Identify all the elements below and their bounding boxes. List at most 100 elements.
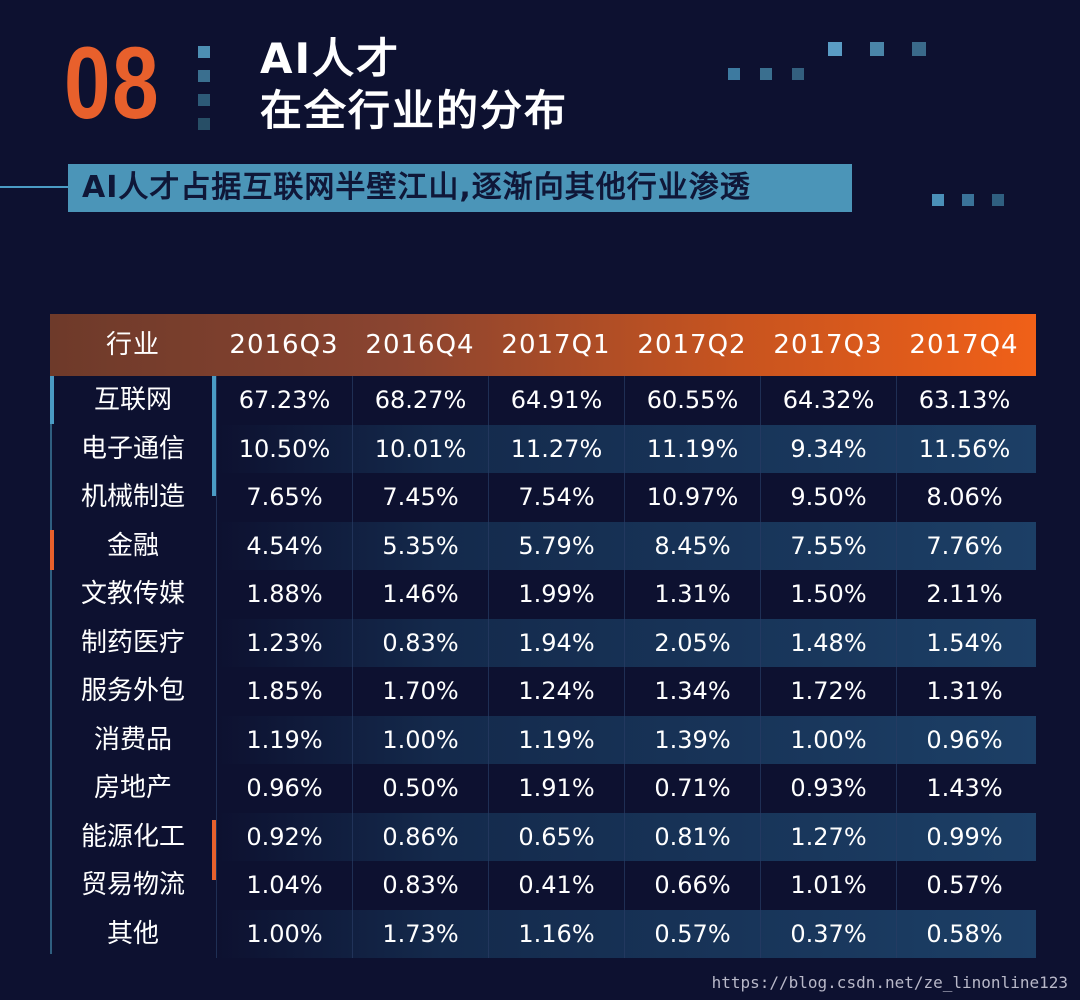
value-cell: 1.34% (624, 667, 760, 716)
table-row: 消费品 1.19% 1.00% 1.19% 1.39% 1.00% 0.96% (50, 715, 1036, 764)
table-body: 互联网 67.23% 68.27% 64.91% 60.55% 64.32% 63.13% 电… (50, 376, 1036, 958)
value-cell: 60.55% (624, 376, 760, 425)
value-cell: 1.23% (216, 618, 352, 667)
dot-icon (198, 118, 210, 130)
column-header: 2016Q3 (229, 330, 339, 360)
table-row: 制药医疗 1.23% 0.83% 1.94% 2.05% 1.48% 1.54% (50, 618, 1036, 667)
accent-bar (50, 704, 52, 954)
value-cell: 0.81% (624, 812, 760, 861)
table-row: 文教传媒 1.88% 1.46% 1.99% 1.31% 1.50% 2.11% (50, 570, 1036, 619)
table-row: 电子通信 10.50% 10.01% 11.27% 11.19% 9.34% 11.56% (50, 424, 1036, 473)
dot-icon (198, 70, 210, 82)
page-title-line2: 在全行业的分布 (260, 86, 569, 135)
value-cell: 1.54% (896, 618, 1032, 667)
industry-cell: 电子通信 (80, 433, 185, 464)
dot-icon (792, 68, 804, 80)
value-cell: 1.19% (216, 715, 352, 764)
value-cell: 1.24% (488, 667, 624, 716)
value-cell: 0.37% (760, 909, 896, 958)
dot-icon (198, 46, 210, 58)
value-cell: 7.76% (896, 521, 1032, 570)
industry-cell: 房地产 (93, 773, 172, 803)
value-cell: 0.96% (216, 764, 352, 813)
value-cell: 0.57% (624, 909, 760, 958)
value-cell: 1.31% (624, 570, 760, 619)
value-cell: 0.93% (760, 764, 896, 813)
column-header: 2017Q3 (773, 330, 883, 360)
value-cell: 1.27% (760, 812, 896, 861)
table-row: 贸易物流 1.04% 0.83% 0.41% 0.66% 1.01% 0.57% (50, 861, 1036, 910)
value-cell: 1.00% (216, 909, 352, 958)
accent-bar (50, 376, 54, 424)
value-cell: 1.88% (216, 570, 352, 619)
industry-cell: 能源化工 (80, 821, 185, 852)
industry-cell: 其他 (106, 918, 159, 949)
value-cell: 7.65% (216, 473, 352, 522)
value-cell: 0.66% (624, 861, 760, 910)
dot-icon (760, 68, 772, 80)
table-row: 金融 4.54% 5.35% 5.79% 8.45% 7.55% 7.76% (50, 521, 1036, 570)
column-header-industry: 行业 (105, 330, 160, 360)
value-cell: 1.91% (488, 764, 624, 813)
value-cell: 1.04% (216, 861, 352, 910)
subtitle-line (0, 186, 70, 188)
industry-cell: 文教传媒 (80, 579, 185, 609)
value-cell: 0.57% (896, 861, 1032, 910)
value-cell: 10.50% (216, 424, 352, 473)
dot-icon (728, 68, 740, 80)
value-cell: 68.27% (352, 376, 488, 425)
industry-cell: 制药医疗 (80, 627, 185, 658)
accent-bar (212, 376, 216, 496)
value-cell: 1.73% (352, 909, 488, 958)
table-header: 行业 2016Q3 2016Q4 2017Q1 2017Q2 2017Q3 20… (50, 314, 1036, 376)
value-cell: 1.19% (488, 715, 624, 764)
value-cell: 1.94% (488, 618, 624, 667)
column-header: 2017Q4 (909, 330, 1019, 360)
value-cell: 1.72% (760, 667, 896, 716)
value-cell: 9.34% (760, 424, 896, 473)
value-cell: 5.35% (352, 521, 488, 570)
value-cell: 1.50% (760, 570, 896, 619)
value-cell: 1.43% (896, 764, 1032, 813)
value-cell: 10.97% (624, 473, 760, 522)
industry-cell: 机械制造 (80, 482, 185, 512)
table-row: 其他 1.00% 1.73% 1.16% 0.57% 0.37% 0.58% (50, 909, 1036, 958)
table-row: 房地产 0.96% 0.50% 1.91% 0.71% 0.93% 1.43% (50, 764, 1036, 813)
value-cell: 0.96% (896, 715, 1032, 764)
column-header: 2016Q4 (365, 330, 475, 360)
value-cell: 1.01% (760, 861, 896, 910)
value-cell: 1.70% (352, 667, 488, 716)
table-row: 服务外包 1.85% 1.70% 1.24% 1.34% 1.72% 1.31% (50, 667, 1036, 716)
dot-icon (932, 194, 944, 206)
decorative-dots-vertical (198, 46, 210, 142)
industry-cell: 消费品 (93, 724, 172, 755)
value-cell: 1.48% (760, 618, 896, 667)
value-cell: 7.45% (352, 473, 488, 522)
column-header: 2017Q2 (637, 330, 747, 360)
page-title-line1: AI人才 (260, 34, 401, 83)
subtitle-banner: AI人才占据互联网半壁江山,逐渐向其他行业渗透 (68, 164, 852, 212)
industry-distribution-table: 行业 2016Q3 2016Q4 2017Q1 2017Q2 2017Q3 20… (50, 314, 1036, 958)
dot-icon (870, 42, 884, 56)
value-cell: 0.86% (352, 812, 488, 861)
industry-cell: 金融 (106, 530, 159, 561)
value-cell: 2.11% (896, 570, 1032, 619)
value-cell: 1.31% (896, 667, 1032, 716)
value-cell: 11.27% (488, 424, 624, 473)
industry-cell: 服务外包 (80, 676, 185, 706)
value-cell: 8.45% (624, 521, 760, 570)
value-cell: 64.91% (488, 376, 624, 425)
watermark: https://blog.csdn.net/ze_linonline123 (711, 973, 1068, 992)
value-cell: 7.54% (488, 473, 624, 522)
industry-cell: 贸易物流 (80, 870, 185, 900)
value-cell: 5.79% (488, 521, 624, 570)
accent-bar (212, 820, 216, 880)
value-cell: 63.13% (896, 376, 1032, 425)
dot-icon (912, 42, 926, 56)
section-number: 08 (64, 26, 161, 140)
dot-icon (828, 42, 842, 56)
value-cell: 0.83% (352, 618, 488, 667)
value-cell: 0.83% (352, 861, 488, 910)
value-cell: 7.55% (760, 521, 896, 570)
value-cell: 1.46% (352, 570, 488, 619)
